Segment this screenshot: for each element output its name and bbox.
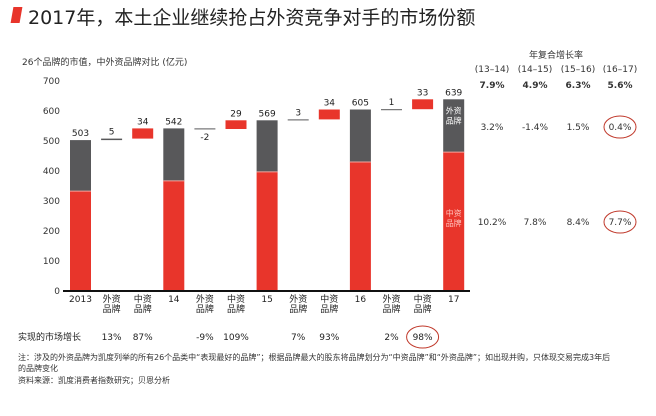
market-growth-value: 109% (223, 333, 249, 343)
total-label: 503 (72, 129, 89, 139)
footnote-line-2: 的品牌变化 (18, 364, 58, 373)
total-label: 569 (259, 109, 276, 119)
market-growth-value: 93% (319, 333, 339, 343)
x-tick-label: 品牌 (227, 303, 245, 315)
x-tick-label: 品牌 (103, 303, 121, 315)
total-label: 542 (165, 117, 182, 127)
total-label: 605 (352, 99, 369, 109)
x-tick-label: 中资 (134, 293, 152, 305)
x-tick-label: 中资 (227, 293, 245, 305)
x-tick-label: 外资 (196, 293, 214, 305)
domestic-change-bar (132, 128, 154, 139)
foreign-bar-16 (349, 109, 371, 162)
cagr-period: (14–15) (518, 65, 552, 75)
foreign-change-bar (101, 138, 123, 141)
market-growth-value: 13% (102, 333, 122, 343)
foreign-bar-15 (256, 120, 278, 172)
cagr-domestic: 7.7% (609, 218, 632, 228)
domestic-change-label: 34 (137, 117, 149, 127)
y-tick-label: 700 (43, 77, 60, 87)
y-tick-label: 100 (43, 257, 60, 267)
foreign-change-bar (287, 119, 309, 121)
cagr-foreign: 3.2% (481, 123, 504, 133)
market-growth-value: 98% (413, 333, 433, 343)
x-tick-label: 外资 (289, 293, 307, 305)
x-tick-label: 品牌 (289, 303, 307, 315)
cagr-domestic: 10.2% (478, 218, 507, 228)
cagr-total: 4.9% (523, 81, 548, 91)
foreign-change-label: 3 (295, 108, 301, 118)
cagr-foreign: 1.5% (567, 123, 590, 133)
foreign-change-bar (194, 128, 216, 130)
domestic-change-label: 29 (230, 109, 242, 119)
cagr-period: (16–17) (603, 65, 637, 75)
cagr-total: 5.6% (608, 81, 633, 91)
foreign-change-label: 1 (389, 98, 395, 108)
foreign-change-label: 5 (109, 128, 115, 138)
market-growth-label: 实现的市场增长 (18, 331, 81, 343)
domestic-bar-17 (443, 152, 465, 291)
foreign-change-bar (381, 109, 402, 111)
chart-subtitle: 26个品牌的市值，中外资品牌对比 (亿元) (22, 58, 188, 68)
x-tick-label: 中资 (320, 293, 338, 305)
y-tick-label: 600 (43, 107, 60, 117)
total-label: 639 (445, 88, 462, 98)
y-tick-label: 400 (43, 167, 60, 177)
domestic-inner-label: 品牌 (446, 218, 462, 228)
x-tick-label: 中资 (414, 293, 432, 305)
foreign-bar-2013 (70, 140, 91, 192)
domestic-bar-15 (256, 171, 278, 291)
x-tick-label: 品牌 (382, 303, 400, 315)
foreign-inner-label: 品牌 (446, 115, 462, 125)
cagr-foreign: 0.4% (609, 123, 632, 133)
market-growth-value: -9% (196, 333, 214, 343)
y-tick-label: 200 (43, 227, 60, 237)
y-tick-label: 300 (43, 197, 60, 207)
market-growth-value: 87% (133, 333, 153, 343)
x-tick-label: 品牌 (414, 303, 432, 315)
domestic-inner-label: 中资 (446, 208, 462, 218)
highlight-circle (406, 325, 440, 349)
cagr-title: 年复合增长率 (529, 49, 583, 61)
domestic-bar-14 (163, 180, 185, 291)
domestic-bar-16 (349, 162, 371, 291)
x-tick-label: 品牌 (134, 303, 152, 315)
x-tick-label: 品牌 (196, 303, 214, 315)
domestic-change-label: 33 (417, 88, 428, 98)
y-tick-label: 500 (43, 137, 60, 147)
cagr-foreign: -1.4% (522, 123, 549, 133)
x-tick-label: 品牌 (320, 303, 338, 315)
y-tick-label: 0 (54, 287, 60, 297)
x-tick-label: 2013 (69, 295, 92, 305)
cagr-period: (13–14) (475, 65, 509, 75)
foreign-change-label: -2 (200, 133, 209, 143)
foreign-bar-14 (163, 128, 185, 181)
domestic-change-bar (318, 109, 340, 120)
domestic-change-bar (225, 120, 247, 129)
market-growth-value: 7% (291, 333, 306, 343)
domestic-change-bar (412, 99, 434, 110)
x-tick-label: 14 (168, 295, 180, 305)
domestic-bar-2013 (70, 191, 91, 291)
x-tick-label: 15 (261, 295, 272, 305)
domestic-change-label: 34 (324, 99, 336, 109)
x-tick-label: 外资 (103, 293, 121, 305)
market-growth-value: 2% (384, 333, 399, 343)
cagr-total: 7.9% (480, 81, 505, 91)
highlight-circle (603, 115, 637, 139)
cagr-domestic: 8.4% (567, 218, 590, 228)
x-tick-label: 17 (448, 295, 459, 305)
cagr-domestic: 7.8% (524, 218, 547, 228)
cagr-total: 6.3% (566, 81, 591, 91)
x-tick-label: 外资 (382, 293, 400, 305)
cagr-period: (15–16) (561, 65, 595, 75)
highlight-circle (603, 210, 637, 234)
foreign-bar-17 (443, 99, 465, 153)
foreign-inner-label: 外资 (446, 105, 462, 115)
x-tick-label: 16 (355, 295, 367, 305)
page-title: 2017年，本土企业继续抢占外资竞争对手的市场份额 (28, 7, 476, 29)
source-note: 资料来源：凯度消费者指数研究；贝恩分析 (18, 376, 170, 385)
footnote-line-1: 注：涉及的外资品牌为凯度列举的所有26个品类中“表现最好的品牌”；根据品牌最大的… (18, 353, 611, 362)
